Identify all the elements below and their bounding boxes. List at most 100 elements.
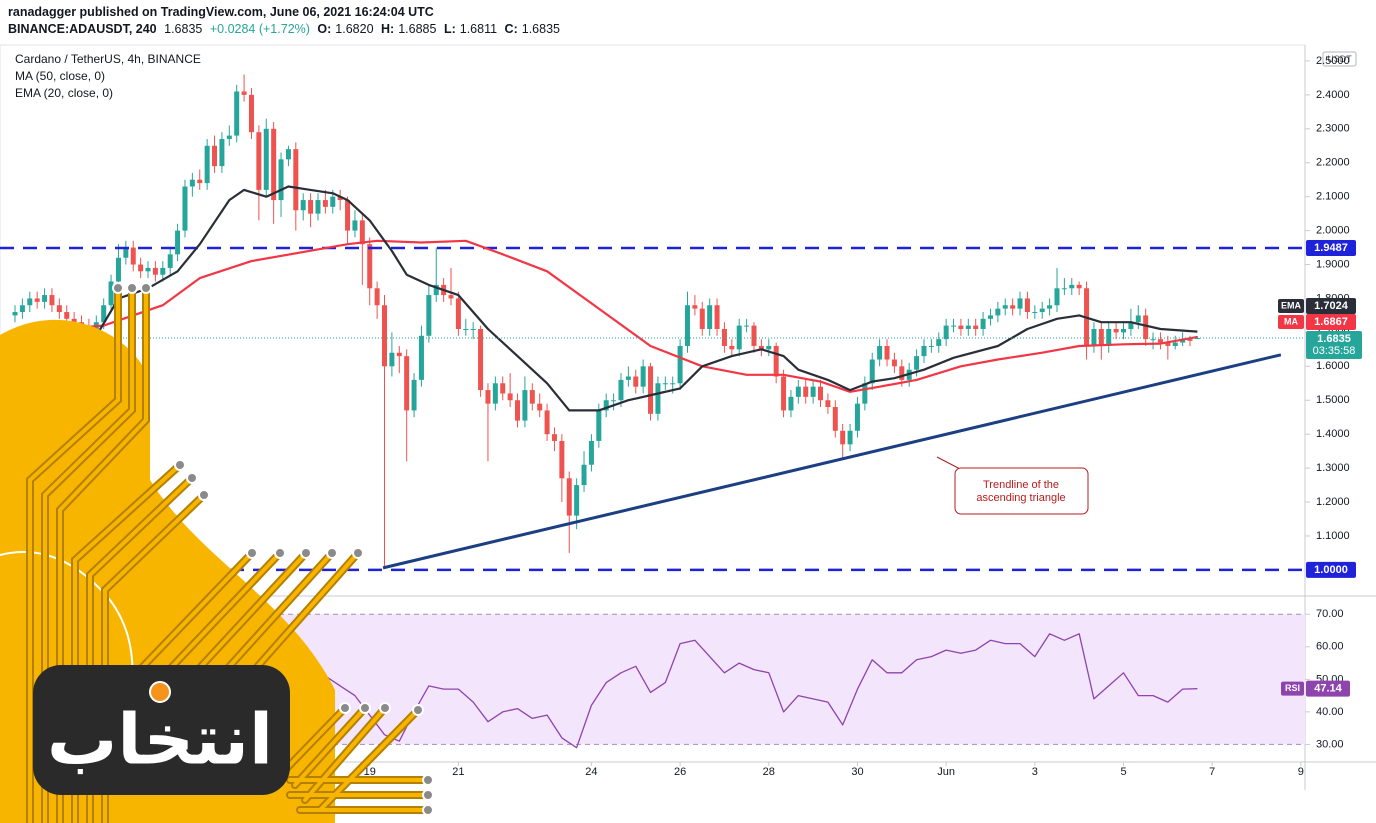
candle-body <box>271 128 277 201</box>
currency-badge <box>1322 51 1357 67</box>
candle-body <box>189 179 195 187</box>
publisher-line: ranadagger published on TradingView.com,… <box>8 5 438 19</box>
last-price-text: 1.6835 <box>1317 333 1351 345</box>
candle-body <box>877 345 883 360</box>
candle-body <box>485 390 491 404</box>
logo-arc <box>0 551 134 701</box>
candle-body <box>293 149 299 211</box>
level-badge <box>1306 561 1356 578</box>
candle-body <box>138 264 144 272</box>
candle-body <box>1002 305 1008 309</box>
chart-title: Cardano / TetherUS, 4h, BINANCE <box>15 52 201 66</box>
candle-body <box>551 434 557 441</box>
annotation-text: ascending triangle <box>976 492 1065 504</box>
candle-body <box>478 328 484 391</box>
candle-body <box>337 196 343 201</box>
candle-body <box>1165 342 1171 346</box>
y-tick-label: 2.4000 <box>1316 89 1350 101</box>
candle-body <box>470 328 476 330</box>
candle-body <box>1180 339 1186 343</box>
candle-body <box>1106 328 1112 346</box>
candle-body <box>773 345 779 377</box>
candle-body <box>958 325 964 329</box>
candle-body <box>263 128 269 190</box>
ma-tag-text: MA <box>1284 316 1298 326</box>
candle-body <box>345 200 351 231</box>
candle-body <box>618 379 624 401</box>
y-tick-label: 40.00 <box>1316 706 1344 718</box>
candle-body <box>359 220 365 245</box>
ema-line <box>95 185 1198 412</box>
y-tick-label: 2.0000 <box>1316 225 1350 237</box>
candle-body <box>115 257 121 282</box>
candle-body <box>574 485 580 516</box>
candle-body <box>921 345 927 357</box>
candle-body <box>847 430 853 445</box>
logo-box <box>33 665 290 795</box>
candle-body <box>633 376 639 387</box>
candle-body <box>1032 312 1038 314</box>
x-tick-label: 19 <box>364 766 376 778</box>
y-tick-label: 60.00 <box>1316 641 1344 653</box>
candle-body <box>869 359 875 384</box>
candle-body <box>995 308 1001 316</box>
candle-body <box>1157 339 1163 343</box>
candle-body <box>751 325 757 346</box>
candle-body <box>160 267 166 275</box>
change: +0.0284 (+1.72%) <box>209 22 310 36</box>
candle-body <box>611 400 617 402</box>
candle-body <box>1150 339 1156 341</box>
candle-body <box>448 295 454 299</box>
candle-body <box>588 440 594 465</box>
candle-body <box>226 135 232 139</box>
candle-body <box>1017 298 1023 309</box>
candle-body <box>684 305 690 346</box>
candle-body <box>101 305 107 323</box>
trendline <box>382 353 1282 570</box>
last-price-badge <box>1306 330 1362 359</box>
candle-body <box>152 267 158 275</box>
y-tick-label: 30.00 <box>1316 738 1344 750</box>
ema-badge-text: 1.7024 <box>1314 300 1349 312</box>
candle-body <box>382 305 388 367</box>
candle-body <box>736 325 742 350</box>
candle-body <box>197 179 203 184</box>
level-badge <box>1306 240 1356 257</box>
candle-body <box>404 356 410 411</box>
candle-body <box>396 352 402 357</box>
candle-body <box>1128 322 1134 329</box>
candle-body <box>803 386 809 397</box>
legend-entry: EMA (20, close, 0) <box>15 86 113 100</box>
candle-body <box>677 345 683 384</box>
candle-body <box>758 345 764 350</box>
annotation-pointer <box>936 456 963 471</box>
candle-body <box>1010 305 1016 309</box>
ohlc-value: 1.6820 <box>335 22 374 36</box>
symbol: BINANCE:ADAUSDT, 240 <box>8 22 157 36</box>
y-tick-label: 1.4000 <box>1316 428 1350 440</box>
candle-body <box>182 186 188 231</box>
candle-body <box>899 366 905 380</box>
candle-body <box>322 200 328 207</box>
y-tick-label: 2.5000 <box>1316 55 1350 67</box>
x-tick-label: Jun <box>937 766 955 778</box>
candle-body <box>914 356 920 370</box>
candle-body <box>108 281 114 306</box>
candle-body <box>426 295 432 336</box>
candle-body <box>285 149 291 160</box>
candle-body <box>374 288 380 306</box>
candle-body <box>936 339 942 346</box>
publisher: ranadagger published on TradingView.com,… <box>8 5 434 19</box>
candle-body <box>662 383 668 385</box>
candle-body <box>175 230 181 255</box>
logo-terminals <box>112 282 434 816</box>
candle-body <box>744 325 750 327</box>
candle-body <box>500 383 506 394</box>
candle-body <box>1098 328 1104 346</box>
candle-body <box>1121 328 1127 333</box>
candle-body <box>987 315 993 319</box>
candle-body <box>818 386 824 401</box>
x-tick-label: 26 <box>674 766 686 778</box>
candle-body <box>19 305 25 313</box>
